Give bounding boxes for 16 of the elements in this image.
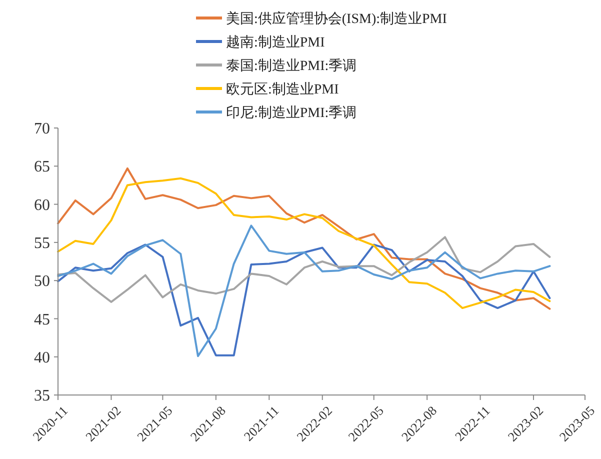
y-tick-label: 40 [34, 349, 50, 366]
legend-label: 欧元区:制造业PMI [226, 81, 340, 98]
y-tick-label: 65 [34, 158, 50, 176]
line-series [57, 224, 551, 358]
y-tick-label: 45 [34, 311, 50, 328]
legend-label: 泰国:制造业PMI:季调 [226, 58, 357, 74]
legend-label: 印尼:制造业PMI:季调 [226, 104, 357, 121]
y-tick-label: 50 [34, 273, 50, 290]
legend-label: 越南:制造业PMI [226, 34, 326, 50]
legend-label: 美国:供应管理协会(ISM):制造业PMI [226, 10, 448, 27]
y-tick-label: 55 [34, 235, 50, 252]
y-tick-label: 35 [34, 388, 50, 405]
line-series [57, 244, 551, 356]
y-tick-label: 60 [34, 196, 50, 214]
line-series [57, 236, 551, 303]
y-tick-label: 70 [34, 120, 50, 138]
